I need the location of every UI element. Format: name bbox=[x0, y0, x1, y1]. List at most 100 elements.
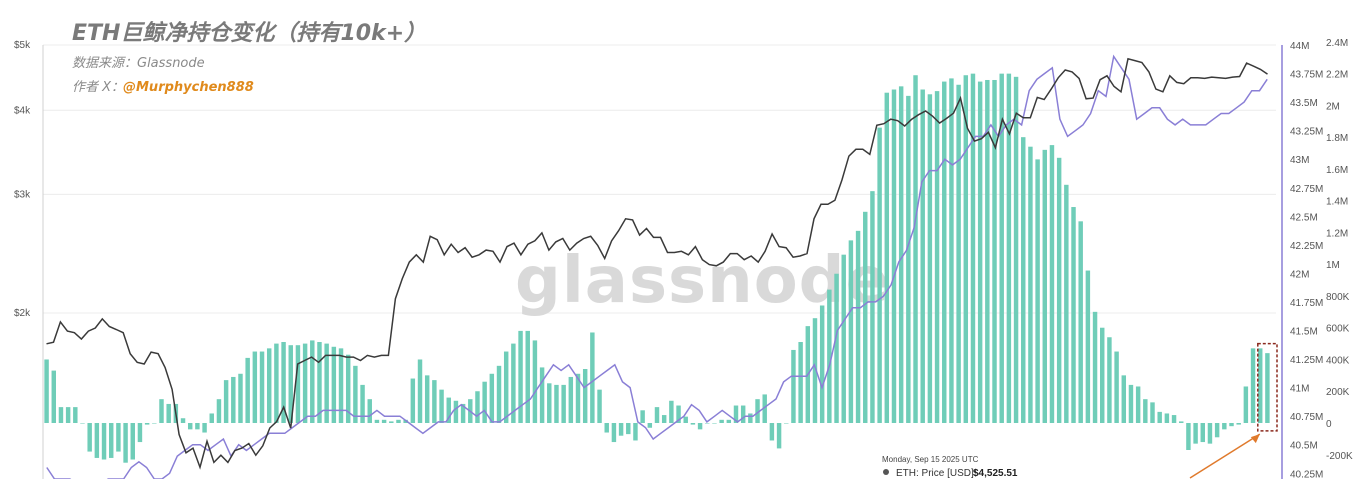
right-tick-label: 1.2M bbox=[1326, 228, 1348, 239]
bar bbox=[755, 399, 760, 423]
bar bbox=[575, 373, 581, 423]
mid-tick-label: 41.75M bbox=[1290, 298, 1323, 309]
right-tick-label: 1.4M bbox=[1326, 197, 1348, 208]
bar bbox=[1107, 337, 1112, 423]
bar bbox=[1229, 423, 1234, 427]
bar bbox=[101, 423, 107, 460]
bar bbox=[338, 348, 344, 423]
bar bbox=[1164, 413, 1170, 423]
bar bbox=[590, 332, 595, 423]
bar bbox=[410, 378, 416, 423]
bar bbox=[281, 342, 286, 423]
bar bbox=[1214, 423, 1220, 438]
bar bbox=[252, 351, 258, 423]
bar bbox=[1236, 423, 1241, 425]
mid-tick-label: 40.25M bbox=[1290, 469, 1323, 479]
right-tick-label: 200K bbox=[1326, 387, 1350, 398]
bar bbox=[633, 423, 638, 441]
bar bbox=[855, 230, 861, 423]
bar bbox=[1071, 207, 1076, 423]
bar bbox=[80, 423, 85, 424]
bar bbox=[94, 423, 100, 458]
bar bbox=[475, 391, 480, 423]
bar bbox=[999, 73, 1004, 423]
right-tick-label: 2.4M bbox=[1326, 38, 1348, 49]
bar bbox=[209, 413, 214, 423]
right-tick-label: 400K bbox=[1326, 355, 1350, 366]
mid-tick-label: 40.75M bbox=[1290, 412, 1323, 423]
bar bbox=[784, 423, 789, 424]
left-tick-label: $3k bbox=[14, 189, 31, 200]
mid-tick-label: 41.5M bbox=[1290, 327, 1318, 338]
bar bbox=[424, 375, 430, 423]
bar bbox=[295, 345, 301, 423]
bar bbox=[683, 416, 688, 423]
bar bbox=[812, 318, 818, 423]
bar bbox=[231, 376, 236, 423]
bar bbox=[1128, 384, 1134, 423]
right-tick-label: 600K bbox=[1326, 324, 1350, 335]
mid-tick-label: 43.25M bbox=[1290, 127, 1323, 138]
bar bbox=[73, 407, 78, 423]
mid-tick-label: 40.5M bbox=[1290, 441, 1318, 452]
bar bbox=[769, 423, 775, 441]
bar bbox=[949, 78, 954, 424]
right-tick-label: 2M bbox=[1326, 101, 1340, 112]
bar bbox=[525, 330, 530, 423]
bar bbox=[87, 423, 92, 452]
bar bbox=[927, 94, 933, 423]
bar bbox=[690, 423, 696, 425]
bar bbox=[159, 399, 164, 423]
bar bbox=[985, 79, 990, 424]
bar bbox=[877, 127, 882, 423]
right-tick-label: -200K bbox=[1326, 451, 1353, 462]
bar bbox=[1028, 146, 1033, 423]
bar bbox=[884, 92, 890, 423]
bar bbox=[137, 423, 143, 443]
bar bbox=[819, 305, 825, 423]
bar bbox=[166, 403, 171, 423]
bar bbox=[1157, 411, 1162, 423]
bar bbox=[44, 359, 49, 423]
bar bbox=[274, 343, 279, 423]
mid-tick-label: 42.5M bbox=[1290, 212, 1318, 223]
bar bbox=[834, 273, 839, 423]
mid-tick-label: 41.25M bbox=[1290, 355, 1323, 366]
bar bbox=[748, 413, 753, 423]
bar bbox=[245, 357, 250, 423]
bar bbox=[705, 423, 710, 424]
bar bbox=[532, 340, 538, 423]
bar bbox=[676, 405, 681, 423]
chart-title: ETH巨鲸净持仓变化（持有10k+） bbox=[72, 20, 426, 46]
watermark-glassnode: glassnode bbox=[515, 244, 890, 318]
bar bbox=[453, 400, 459, 423]
bar bbox=[906, 95, 911, 424]
bar bbox=[1222, 423, 1227, 430]
bar bbox=[1013, 76, 1019, 423]
bar bbox=[561, 384, 566, 423]
bar bbox=[1135, 386, 1141, 423]
bar bbox=[604, 423, 609, 433]
mid-tick-label: 41M bbox=[1290, 384, 1309, 395]
bar bbox=[238, 373, 243, 423]
bar bbox=[898, 86, 904, 423]
bar bbox=[712, 423, 717, 424]
bar bbox=[144, 423, 150, 425]
right-tick-label: 1M bbox=[1326, 260, 1340, 271]
author-handle: @Murphychen888 bbox=[123, 80, 254, 95]
bar bbox=[1100, 327, 1105, 423]
right-tick-label: 0 bbox=[1326, 419, 1332, 430]
bar bbox=[489, 373, 495, 423]
bar bbox=[992, 79, 997, 424]
highlight-box bbox=[1257, 342, 1278, 432]
bar bbox=[396, 419, 401, 423]
bar bbox=[1250, 348, 1256, 423]
bar bbox=[934, 91, 940, 424]
bar bbox=[518, 330, 523, 423]
tooltip-value: $4,525.51 bbox=[973, 468, 1018, 479]
bar bbox=[223, 380, 229, 423]
hover-tooltip: Monday, Sep 15 2025 UTC ETH: Price [USD]… bbox=[882, 455, 1018, 479]
source-line: 数据来源：Glassnode bbox=[72, 56, 205, 71]
bar bbox=[618, 423, 624, 436]
